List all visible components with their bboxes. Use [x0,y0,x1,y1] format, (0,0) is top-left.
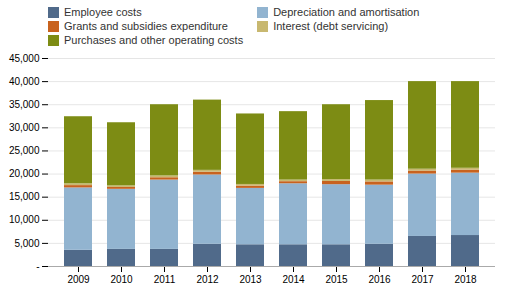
html-text:Interest (debt servicing): Interest (debt servicing) [273,20,389,32]
svg-text:2017: 2017 [411,274,434,285]
html-text:Depreciation and amortisation: Depreciation and amortisation [273,6,420,18]
svg-text:2009: 2009 [67,274,90,285]
svg-text:2013: 2013 [239,274,262,285]
svg-text:10,000: 10,000 [9,214,40,225]
svg-text:15,000: 15,000 [9,191,40,202]
svg-text:2010: 2010 [110,274,133,285]
svg-text:40,000: 40,000 [9,76,40,87]
html-text:Employee costs: Employee costs [64,6,142,18]
svg-text:5,000: 5,000 [14,238,39,249]
svg-text:2018: 2018 [454,274,477,285]
svg-text:2011: 2011 [154,274,176,285]
svg-text:25,000: 25,000 [9,145,40,156]
svg-text:20,000: 20,000 [9,168,40,179]
html-text:Purchases and other operating: Purchases and other operating costs [64,34,244,46]
svg-text:2012: 2012 [196,274,219,285]
svg-text:2016: 2016 [368,274,391,285]
svg-text:35,000: 35,000 [9,99,40,110]
html-text:Grants and subsidies expenditu: Grants and subsidies expenditure [64,20,228,32]
svg-text:2015: 2015 [325,274,348,285]
svg-text:2014: 2014 [282,274,305,285]
svg-text:45,000: 45,000 [9,53,40,64]
svg-text:30,000: 30,000 [9,122,40,133]
svg-text:-: - [36,261,39,272]
